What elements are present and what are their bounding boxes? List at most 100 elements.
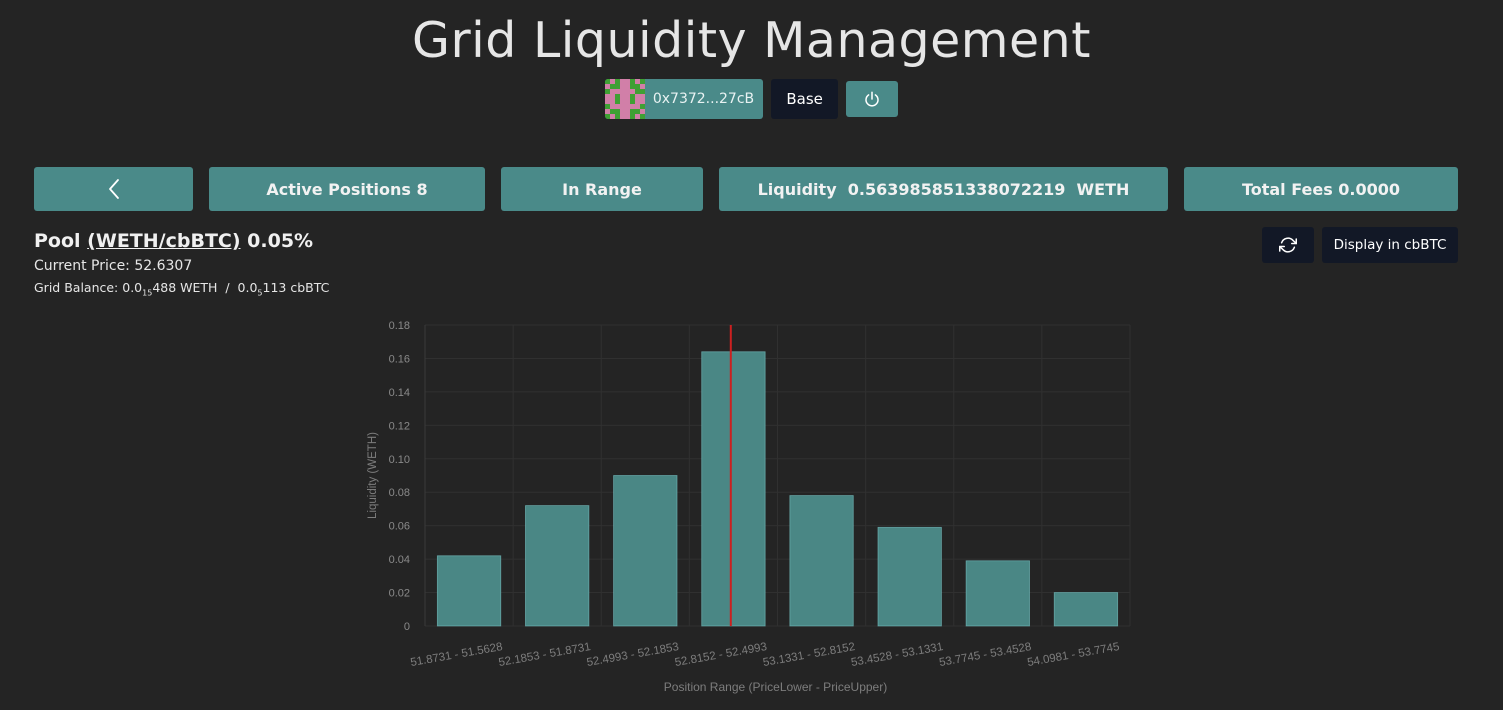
avatar-pixel bbox=[639, 99, 645, 104]
y-tick-label: 0.10 bbox=[389, 454, 410, 466]
x-axis-label: Position Range (PriceLower - PriceUpper) bbox=[664, 680, 887, 694]
avatar-pixel bbox=[609, 94, 615, 99]
liquidity-chart: 0 0.02 0.04 0.06 0.08 0.10 0.12 0.14 0.16 0.18 51.… bbox=[367, 320, 1131, 694]
refresh-button[interactable] bbox=[1262, 227, 1314, 263]
avatar-pixel bbox=[609, 104, 615, 109]
avatar-pixel bbox=[614, 89, 620, 94]
y-axis-label: Liquidity (WETH) bbox=[367, 432, 379, 519]
avatar-pixel bbox=[614, 84, 620, 89]
y-tick-label: 0.06 bbox=[389, 521, 410, 533]
pool-pair-link[interactable]: (WETH/cbBTC) bbox=[87, 230, 241, 252]
grid-balance: Grid Balance: 0.015488 WETH / 0.05113 cb… bbox=[34, 280, 329, 298]
chevron-left-icon bbox=[108, 179, 119, 199]
avatar-pixel bbox=[624, 104, 630, 109]
avatar-pixel bbox=[619, 104, 625, 109]
avatar-pixel bbox=[604, 94, 610, 99]
avatar-pixel bbox=[639, 109, 645, 114]
avatar-pixel bbox=[604, 99, 610, 104]
avatar-pixel bbox=[639, 79, 645, 84]
avatar-pixel bbox=[604, 79, 610, 84]
avatar-pixel bbox=[624, 79, 630, 84]
balance-prefix: Grid Balance: 0.0 bbox=[34, 280, 143, 295]
power-icon bbox=[865, 91, 879, 107]
wallet-address: 0x7372...27cB bbox=[652, 91, 755, 107]
pool-title: Pool (WETH/cbBTC) 0.05% bbox=[34, 230, 313, 252]
avatar-pixel bbox=[614, 79, 620, 84]
disconnect-button[interactable] bbox=[846, 81, 899, 117]
page-title: Grid Liquidity Management bbox=[412, 12, 1091, 69]
liquidity-bar bbox=[436, 555, 502, 627]
x-tick-label: 53.1331 - 52.8152 bbox=[762, 641, 856, 669]
x-tick-label: 52.4993 - 52.1853 bbox=[586, 641, 680, 669]
y-tick-label: 0.04 bbox=[389, 554, 410, 566]
avatar-pixel bbox=[609, 79, 615, 84]
avatar-pixel bbox=[639, 114, 645, 119]
avatar-pixel bbox=[619, 79, 625, 84]
avatar bbox=[604, 79, 645, 119]
y-tick-label: 0.16 bbox=[389, 353, 410, 365]
avatar-pixel bbox=[639, 89, 645, 94]
avatar-pixel bbox=[639, 104, 645, 109]
avatar-pixel bbox=[629, 99, 635, 104]
back-button[interactable] bbox=[34, 167, 193, 211]
x-tick-label: 54.0981 - 53.7745 bbox=[1026, 641, 1120, 669]
avatar-pixel bbox=[604, 104, 610, 109]
avatar-pixel bbox=[624, 94, 630, 99]
avatar-pixel bbox=[619, 84, 625, 89]
avatar-pixel bbox=[619, 99, 625, 104]
y-tick-label: 0.12 bbox=[389, 420, 410, 432]
avatar-pixel bbox=[634, 104, 640, 109]
y-tick-label: 0 bbox=[404, 621, 410, 633]
avatar-pixel bbox=[609, 109, 615, 114]
avatar-pixel bbox=[614, 104, 620, 109]
avatar-pixel bbox=[629, 79, 635, 84]
x-tick-label: 52.1853 - 51.8731 bbox=[498, 641, 592, 669]
avatar-pixel bbox=[629, 109, 635, 114]
liquidity-stat: Liquidity 0.563985851338072219 WETH bbox=[719, 167, 1168, 211]
pool-label: Pool bbox=[34, 230, 81, 252]
liquidity-bar bbox=[877, 526, 942, 627]
avatar-pixel bbox=[619, 89, 625, 94]
current-price: Current Price: 52.6307 bbox=[34, 258, 193, 274]
balance-weth-zeros: 15 bbox=[142, 288, 153, 298]
avatar-pixel bbox=[614, 114, 620, 119]
liquidity-bar bbox=[1053, 592, 1119, 627]
x-tick-label: 51.8731 - 51.5628 bbox=[410, 641, 504, 669]
liquidity-bar bbox=[613, 475, 678, 627]
avatar-pixel bbox=[624, 114, 630, 119]
avatar-pixel bbox=[609, 84, 615, 89]
range-status-stat: In Range bbox=[501, 167, 703, 211]
liquidity-bar bbox=[965, 560, 1030, 627]
account-bar: 0x7372...27cB Base bbox=[0, 79, 1503, 119]
avatar-pixel bbox=[604, 84, 610, 89]
x-tick-label: 52.8152 - 52.4993 bbox=[674, 641, 768, 669]
balance-cbbtc: 113 cbBTC bbox=[262, 280, 330, 295]
liquidity-bar bbox=[789, 495, 854, 627]
active-positions-stat: Active Positions 8 bbox=[209, 167, 485, 211]
avatar-pixel bbox=[639, 94, 645, 99]
avatar-pixel bbox=[634, 109, 640, 114]
balance-separator: / 0.0 bbox=[217, 280, 258, 295]
avatar-pixel bbox=[629, 104, 635, 109]
avatar-pixel bbox=[619, 114, 625, 119]
avatar-pixel bbox=[624, 109, 630, 114]
y-tick-label: 0.18 bbox=[389, 320, 410, 332]
avatar-pixel bbox=[609, 114, 615, 119]
display-currency-toggle[interactable]: Display in cbBTC bbox=[1322, 227, 1458, 263]
avatar-pixel bbox=[604, 109, 610, 114]
avatar-pixel bbox=[634, 89, 640, 94]
avatar-pixel bbox=[609, 99, 615, 104]
x-tick-label: 53.4528 - 53.1331 bbox=[850, 641, 944, 669]
y-tick-label: 0.08 bbox=[389, 487, 410, 499]
avatar-pixel bbox=[604, 114, 610, 119]
avatar-pixel bbox=[609, 89, 615, 94]
pool-fee: 0.05% bbox=[247, 230, 314, 252]
avatar-pixel bbox=[619, 109, 625, 114]
avatar-pixel bbox=[624, 84, 630, 89]
avatar-pixel bbox=[629, 89, 635, 94]
avatar-pixel bbox=[619, 94, 625, 99]
wallet-button[interactable]: 0x7372...27cB bbox=[604, 79, 764, 119]
avatar-pixel bbox=[634, 84, 640, 89]
network-button[interactable]: Base bbox=[771, 79, 839, 119]
avatar-pixel bbox=[634, 114, 640, 119]
